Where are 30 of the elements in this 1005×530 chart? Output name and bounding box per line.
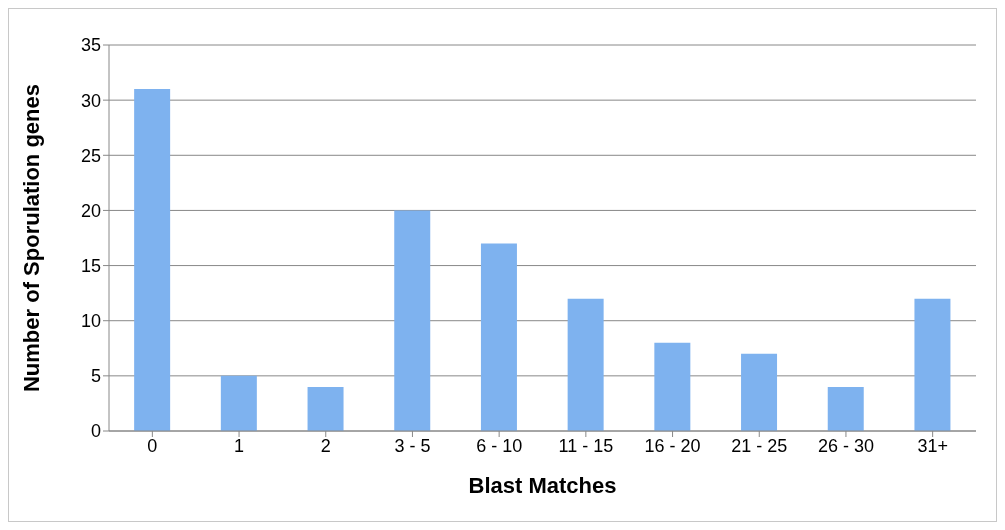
y-tick-label: 5 bbox=[90, 366, 101, 387]
y-tick-label: 35 bbox=[80, 35, 101, 56]
x-tick-label: 21 - 25 bbox=[731, 435, 788, 456]
y-axis-title: Number of Sporulation genes bbox=[18, 83, 44, 393]
y-tick-label: 25 bbox=[80, 145, 101, 166]
bar bbox=[307, 386, 344, 431]
bar bbox=[741, 353, 778, 431]
x-tick-label: 0 bbox=[147, 435, 158, 456]
bar bbox=[914, 298, 951, 431]
x-tick-label: 31+ bbox=[917, 435, 948, 456]
bar bbox=[134, 89, 171, 431]
bar bbox=[394, 210, 431, 431]
x-axis-title: Blast Matches bbox=[468, 473, 617, 498]
y-tick-label: 15 bbox=[80, 255, 101, 276]
x-tick-label: 26 - 30 bbox=[817, 435, 874, 456]
bar bbox=[827, 386, 864, 431]
x-tick-label: 16 - 20 bbox=[644, 435, 701, 456]
bar bbox=[567, 298, 604, 431]
bar bbox=[480, 243, 517, 431]
x-tick-label: 2 bbox=[320, 435, 331, 456]
y-tick-label: 0 bbox=[90, 421, 101, 442]
x-tick-label: 3 - 5 bbox=[394, 435, 431, 456]
x-tick-label: 1 bbox=[234, 435, 245, 456]
bar bbox=[220, 375, 257, 431]
x-tick-label: 11 - 15 bbox=[558, 435, 614, 456]
y-tick-label: 10 bbox=[80, 311, 101, 332]
bar bbox=[654, 342, 691, 431]
x-tick-label: 6 - 10 bbox=[476, 435, 523, 456]
y-tick-label: 30 bbox=[80, 90, 101, 111]
y-tick-label: 20 bbox=[80, 200, 101, 221]
